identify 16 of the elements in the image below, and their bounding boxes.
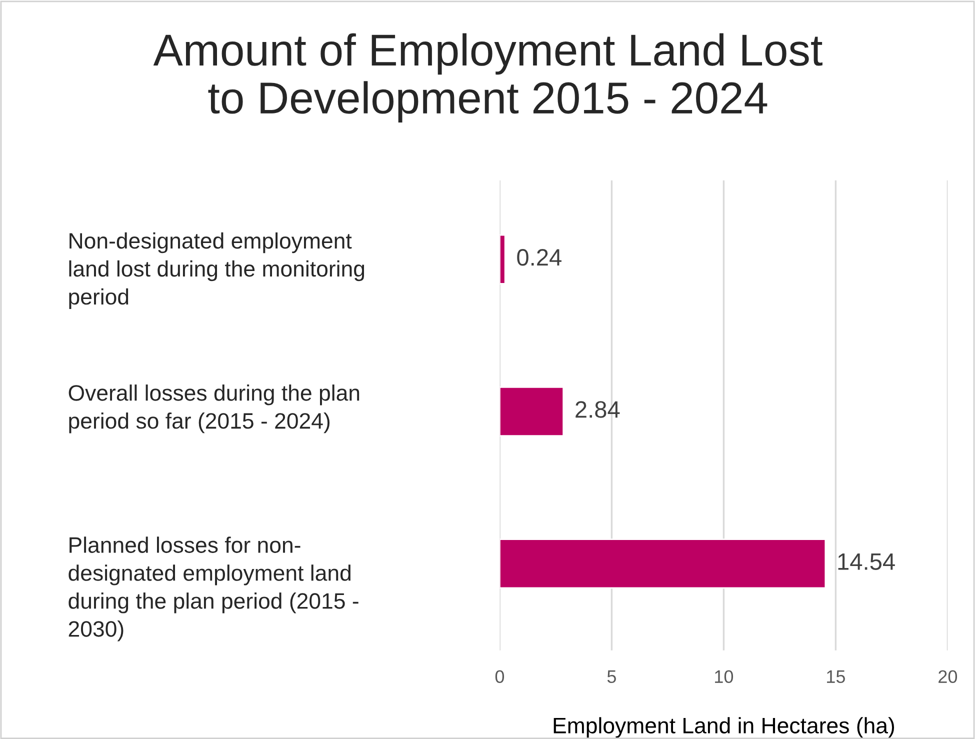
x-tick-label: 5 bbox=[607, 670, 616, 684]
x-tick-label: 20 bbox=[938, 670, 958, 684]
y-tick-label: Non-designated employment land lost during the monitoring period bbox=[69, 232, 364, 310]
bar bbox=[500, 234, 506, 284]
x-tick-label: 10 bbox=[715, 670, 734, 684]
chart-title: Amount of Employment Land Lost to Development 2015 - 2024 bbox=[153, 33, 822, 123]
bar bbox=[500, 538, 826, 589]
data-label: 2.84 bbox=[576, 401, 620, 418]
x-axis-title: Employment Land in Hectares (ha) bbox=[554, 717, 894, 738]
y-tick-label: Planned losses for non- designated employment land during the plan period (2015 - 2030) bbox=[68, 536, 358, 642]
data-label: 14.54 bbox=[838, 553, 895, 570]
y-tick-label: Overall losses during the plan period so far (2015 - 2024) bbox=[68, 384, 360, 434]
x-tick-label: 0 bbox=[495, 670, 504, 684]
data-label: 0.24 bbox=[517, 249, 562, 266]
bar bbox=[500, 386, 564, 437]
x-tick-label: 15 bbox=[827, 670, 845, 684]
